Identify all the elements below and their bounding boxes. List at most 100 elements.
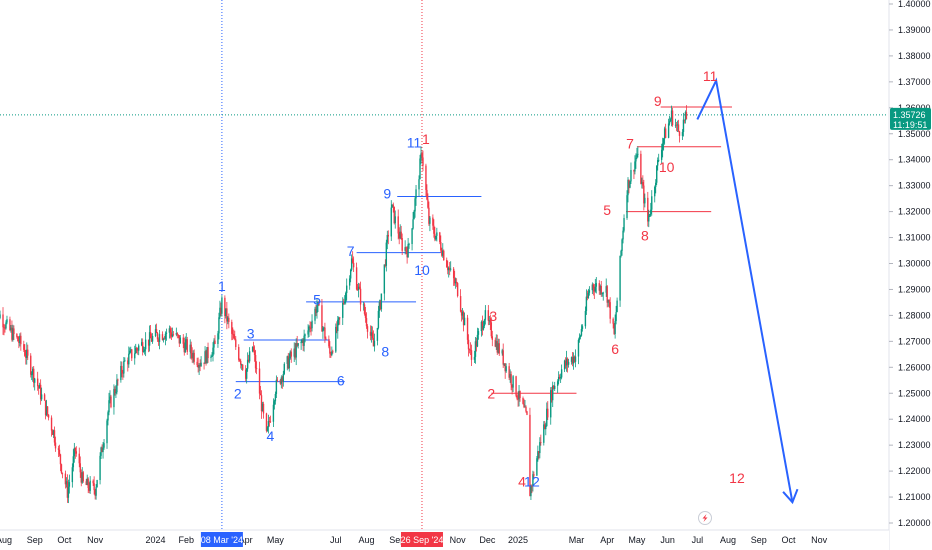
projection-polyline[interactable] [696, 77, 794, 503]
candle-body [634, 161, 636, 172]
projection-line[interactable] [696, 77, 799, 505]
price-tick-label: 1.20000 [898, 518, 931, 528]
candle-body [162, 338, 165, 340]
candle-body [296, 343, 298, 346]
candle-body [40, 394, 43, 400]
candle-body [323, 327, 325, 329]
candle-body [211, 355, 213, 357]
candle-body [377, 310, 380, 328]
candle-body [683, 119, 686, 121]
candle-body [303, 335, 305, 346]
candle-body [233, 334, 235, 339]
candle-body [46, 406, 49, 415]
candle-body [615, 312, 617, 322]
price-tick-label: 1.31000 [898, 233, 931, 243]
wave-label: 3 [247, 326, 255, 342]
time-axis[interactable]: Aug Sep Oct Nov 2024 Feb Apr May Jul Aug Sep Nov Dec… [0, 529, 889, 550]
candle-body [536, 458, 538, 476]
time-tick-label: Jun [660, 535, 675, 545]
candle-body [522, 398, 524, 404]
candle-body [43, 394, 46, 401]
candle-body [217, 333, 219, 344]
candle-body [238, 347, 240, 360]
wave-label: 4 [267, 428, 275, 444]
candle-body [439, 232, 441, 243]
wave-label: 5 [603, 202, 611, 218]
candle-body [483, 319, 486, 327]
candle-body [161, 334, 164, 340]
candle-body [383, 264, 386, 294]
candle-body [262, 403, 265, 414]
candle-body [68, 482, 71, 487]
candle-body [373, 340, 376, 347]
price-tick-label: 1.27000 [898, 336, 931, 346]
candle-body [74, 447, 77, 452]
candle-body [678, 131, 681, 136]
lightning-bolt-icon[interactable] [698, 511, 712, 525]
candle-body [649, 213, 651, 216]
candle-body [685, 112, 688, 120]
price-tick-label: 1.39000 [898, 25, 931, 35]
candle-body [137, 349, 139, 351]
time-tick-label: Aug [720, 535, 736, 545]
candle-body [231, 321, 233, 334]
candle-body [415, 189, 417, 199]
candle-body [369, 331, 372, 336]
candle-body [293, 348, 295, 357]
candle-body [640, 153, 642, 184]
candle-body [595, 283, 598, 287]
candle-body [580, 328, 583, 336]
candle-body [45, 406, 48, 416]
candle-body [519, 390, 521, 399]
wave-label: 8 [381, 344, 389, 360]
candle-body [495, 341, 497, 347]
candle-body [532, 474, 534, 486]
price-candles [0, 105, 688, 504]
candle-body [371, 332, 374, 339]
candle-body [199, 364, 201, 367]
wave-label: 7 [626, 135, 634, 151]
candle-body [481, 321, 484, 330]
candle-body [538, 451, 540, 454]
candle-body [114, 388, 116, 394]
candle-body [339, 317, 341, 319]
candle-body [619, 255, 621, 301]
candle-body [462, 311, 465, 326]
candle-body [65, 481, 68, 485]
candle-body [204, 351, 206, 364]
candle-body [474, 341, 477, 357]
candle-body [468, 349, 471, 351]
candle-body [86, 478, 88, 485]
candle-body [681, 131, 684, 136]
candle-body [267, 421, 270, 428]
time-tick-label: Aug [0, 535, 12, 545]
candle-body [480, 321, 483, 332]
candle-body [279, 379, 282, 384]
candle-body [667, 123, 670, 138]
candle-body [647, 197, 649, 222]
candle-body [515, 376, 517, 396]
candle-body [441, 250, 443, 256]
candle-body [100, 447, 102, 456]
candle-body [335, 326, 337, 352]
candle-body [359, 288, 362, 305]
candle-body [407, 244, 409, 258]
candle-body [504, 363, 506, 372]
candle-body [13, 328, 15, 335]
candle-body [72, 456, 75, 468]
candle-body [551, 390, 553, 401]
candle-body [52, 430, 55, 435]
wave-label: 8 [641, 228, 649, 244]
candle-body [606, 286, 608, 303]
candle-body [349, 269, 352, 279]
candle-body [116, 379, 118, 393]
candle-body [148, 332, 151, 346]
candle-body [422, 157, 424, 166]
candle-body [255, 368, 258, 370]
date-marker-tag-text: 26 Sep '24 [401, 535, 444, 545]
candle-body [123, 361, 125, 374]
price-tick-label: 1.29000 [898, 284, 931, 294]
price-axis[interactable]: 1.40000 1.39000 1.38000 1.37000 1.36000 1.350… [888, 0, 932, 550]
candle-body [602, 292, 604, 294]
